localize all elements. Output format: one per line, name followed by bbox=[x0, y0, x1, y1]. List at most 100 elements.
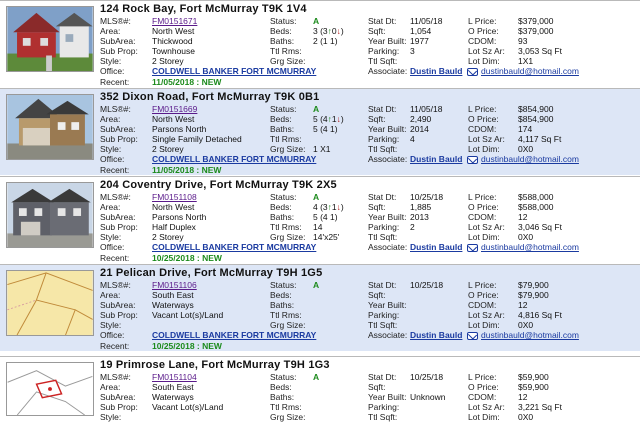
associate-link[interactable]: Dustin Bauld bbox=[410, 330, 463, 340]
lotdim-label: Lot Dim: bbox=[468, 412, 500, 422]
oprice-value: $379,000 bbox=[518, 26, 554, 36]
office-link[interactable]: COLDWELL BANKER FORT MCMURRAY bbox=[152, 154, 317, 164]
property-photo[interactable] bbox=[6, 94, 94, 160]
oprice-value: $59,900 bbox=[518, 382, 549, 392]
ttlrms-label: Ttl Rms: bbox=[270, 46, 302, 56]
lotszar-label: Lot Sz Ar: bbox=[468, 402, 505, 412]
area-label: Area: bbox=[100, 26, 121, 36]
subprop-value: Vacant Lot(s)/Land bbox=[152, 402, 224, 412]
mls-number-link[interactable]: FM0151669 bbox=[152, 104, 198, 114]
ttlrms-label: Ttl Rms: bbox=[270, 222, 302, 232]
property-photo[interactable] bbox=[6, 6, 94, 72]
grgsize-value: 1 X1 bbox=[313, 144, 331, 154]
email-text[interactable]: dustinbauld@hotmail.com bbox=[481, 66, 579, 76]
subarea-value: Parsons North bbox=[152, 124, 207, 134]
subarea-value: Waterways bbox=[152, 392, 194, 402]
office-label: Office: bbox=[100, 242, 125, 252]
cdom-value: 93 bbox=[518, 36, 528, 46]
beds-below: 1 bbox=[331, 114, 337, 124]
oprice-label: O Price: bbox=[468, 290, 499, 300]
baths-label: Baths: bbox=[270, 212, 295, 222]
cdom-label: CDOM: bbox=[468, 300, 497, 310]
status-value: A bbox=[313, 192, 320, 202]
baths-value: 5 (4 1) bbox=[313, 212, 338, 222]
status-label: Status: bbox=[270, 104, 297, 114]
lotdim-value: 1X1 bbox=[518, 56, 534, 66]
sqft-value: 2,490 bbox=[410, 114, 432, 124]
mail-icon bbox=[467, 67, 478, 76]
subprop-label: Sub Prop: bbox=[100, 402, 138, 412]
recent-status: 11/05/2018 : NEW bbox=[152, 77, 222, 87]
beds-label: Beds: bbox=[270, 290, 292, 300]
arrow-up-icon: ↑ bbox=[327, 26, 332, 36]
lotszar-label: Lot Sz Ar: bbox=[468, 134, 505, 144]
beds-count: 5 (4 bbox=[313, 114, 328, 124]
parking-value: 4 bbox=[410, 134, 415, 144]
office-link[interactable]: COLDWELL BANKER FORT MCMURRAY bbox=[152, 66, 317, 76]
associate-link[interactable]: Dustin Bauld bbox=[410, 66, 463, 76]
lprice-label: L Price: bbox=[468, 372, 497, 382]
property-photo[interactable] bbox=[6, 270, 94, 336]
email-link[interactable]: dustinbauld@hotmail.com bbox=[467, 330, 579, 340]
associate-label: Associate: bbox=[368, 242, 408, 252]
baths-value: 5 (4 1) bbox=[313, 124, 338, 134]
office-link[interactable]: COLDWELL BANKER FORT MCMURRAY bbox=[152, 330, 317, 340]
lotdim-value: 0X0 bbox=[518, 232, 534, 242]
beds-value: 3 (3↑0↓) bbox=[313, 26, 344, 36]
listing-address[interactable]: 124 Rock Bay, Fort McMurray T9K 1V4 bbox=[100, 3, 307, 15]
statdt-label: Stat Dt: bbox=[368, 280, 397, 290]
grgsize-label: Grg Size: bbox=[270, 232, 306, 242]
listing-address[interactable]: 204 Coventry Drive, Fort McMurray T9K 2X… bbox=[100, 179, 337, 191]
lotdim-value: 0X0 bbox=[518, 412, 534, 422]
area-label: Area: bbox=[100, 202, 121, 212]
email-text[interactable]: dustinbauld@hotmail.com bbox=[481, 330, 579, 340]
mls-number-link[interactable]: FM0151106 bbox=[152, 280, 197, 290]
subarea-label: SubArea: bbox=[100, 212, 136, 222]
statdt-label: Stat Dt: bbox=[368, 104, 397, 114]
oprice-label: O Price: bbox=[468, 114, 499, 124]
email-text[interactable]: dustinbauld@hotmail.com bbox=[481, 242, 579, 252]
mail-icon bbox=[467, 243, 478, 252]
sqft-label: Sqft: bbox=[368, 114, 386, 124]
property-photo[interactable] bbox=[6, 182, 94, 248]
grgsize-label: Grg Size: bbox=[270, 412, 306, 422]
lprice-value: $379,000 bbox=[518, 16, 554, 26]
sqft-label: Sqft: bbox=[368, 202, 386, 212]
email-link[interactable]: dustinbauld@hotmail.com bbox=[467, 242, 579, 252]
parking-value: 3 bbox=[410, 46, 415, 56]
listing-address[interactable]: 19 Primrose Lane, Fort McMurray T9H 1G3 bbox=[100, 359, 330, 371]
email-link[interactable]: dustinbauld@hotmail.com bbox=[467, 66, 579, 76]
house-photo-image bbox=[7, 183, 93, 247]
listing-address[interactable]: 352 Dixon Road, Fort McMurray T9K 0B1 bbox=[100, 91, 320, 103]
baths-label: Baths: bbox=[270, 36, 295, 46]
subprop-value: Half Duplex bbox=[152, 222, 196, 232]
mls-number-link[interactable]: FM0151671 bbox=[152, 16, 198, 26]
grgsize-label: Grg Size: bbox=[270, 320, 306, 330]
area-value: South East bbox=[152, 382, 194, 392]
email-text[interactable]: dustinbauld@hotmail.com bbox=[481, 154, 579, 164]
sqft-label: Sqft: bbox=[368, 290, 386, 300]
associate-link[interactable]: Dustin Bauld bbox=[410, 242, 463, 252]
lotszar-value: 3,046 Sq Ft bbox=[518, 222, 562, 232]
cdom-label: CDOM: bbox=[468, 212, 497, 222]
ttlsqft-label: Ttl Sqft: bbox=[368, 144, 398, 154]
area-value: South East bbox=[152, 290, 194, 300]
property-photo[interactable] bbox=[6, 362, 94, 416]
lprice-label: L Price: bbox=[468, 16, 497, 26]
lprice-value: $59,900 bbox=[518, 372, 549, 382]
mls-number-link[interactable]: FM0151104 bbox=[152, 372, 197, 382]
oprice-value: $854,900 bbox=[518, 114, 554, 124]
house-photo-image bbox=[7, 95, 93, 159]
baths-label: Baths: bbox=[270, 392, 295, 402]
email-link[interactable]: dustinbauld@hotmail.com bbox=[467, 154, 579, 164]
status-label: Status: bbox=[270, 16, 297, 26]
beds-label: Beds: bbox=[270, 382, 292, 392]
listing-address[interactable]: 21 Pelican Drive, Fort McMurray T9H 1G5 bbox=[100, 267, 323, 279]
office-link[interactable]: COLDWELL BANKER FORT MCMURRAY bbox=[152, 242, 317, 252]
style-label: Style: bbox=[100, 412, 122, 422]
associate-label: Associate: bbox=[368, 330, 408, 340]
mls-number-link[interactable]: FM0151108 bbox=[152, 192, 197, 202]
ttlrms-label: Ttl Rms: bbox=[270, 134, 302, 144]
associate-link[interactable]: Dustin Bauld bbox=[410, 154, 463, 164]
parking-label: Parking: bbox=[368, 134, 400, 144]
